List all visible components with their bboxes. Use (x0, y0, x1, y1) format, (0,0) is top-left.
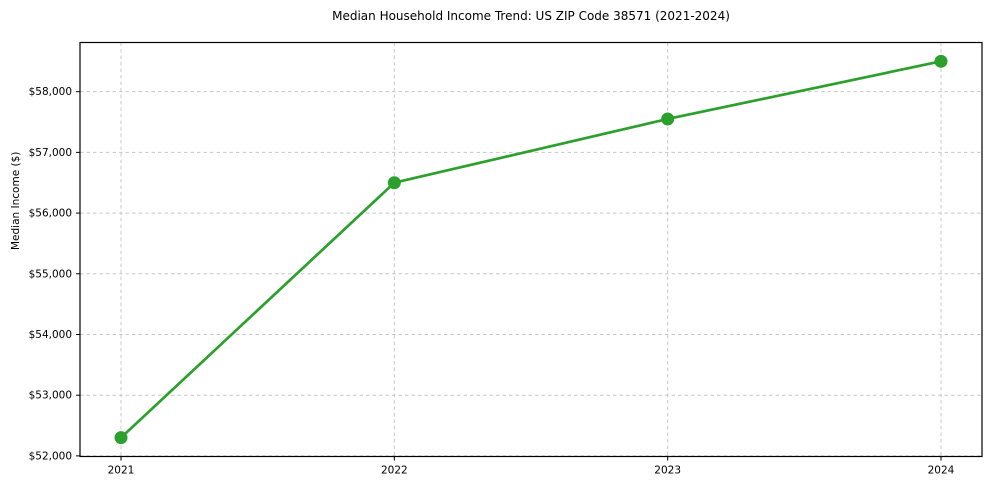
data-point (661, 112, 675, 126)
y-tick-label: $58,000 (29, 86, 72, 98)
data-line (119, 59, 943, 440)
x-tick-label: 2022 (381, 465, 408, 477)
data-point (934, 54, 948, 68)
x-tick-label: 2021 (108, 465, 135, 477)
chart-title: Median Household Income Trend: US ZIP Co… (332, 9, 730, 23)
y-tick-label: $54,000 (29, 329, 72, 341)
plot-border (79, 41, 983, 458)
y-tick-label: $53,000 (29, 390, 72, 402)
y-tick-label: $52,000 (29, 450, 72, 462)
y-tick-label: $56,000 (29, 208, 72, 220)
x-tick-label: 2023 (654, 465, 681, 477)
y-tick-label: $55,000 (29, 268, 72, 280)
y-axis-title: Median Income ($) (10, 151, 22, 250)
data-point (387, 176, 401, 190)
x-tick-label: 2024 (928, 465, 955, 477)
y-tick-label: $57,000 (29, 147, 72, 159)
data-point (114, 431, 128, 445)
